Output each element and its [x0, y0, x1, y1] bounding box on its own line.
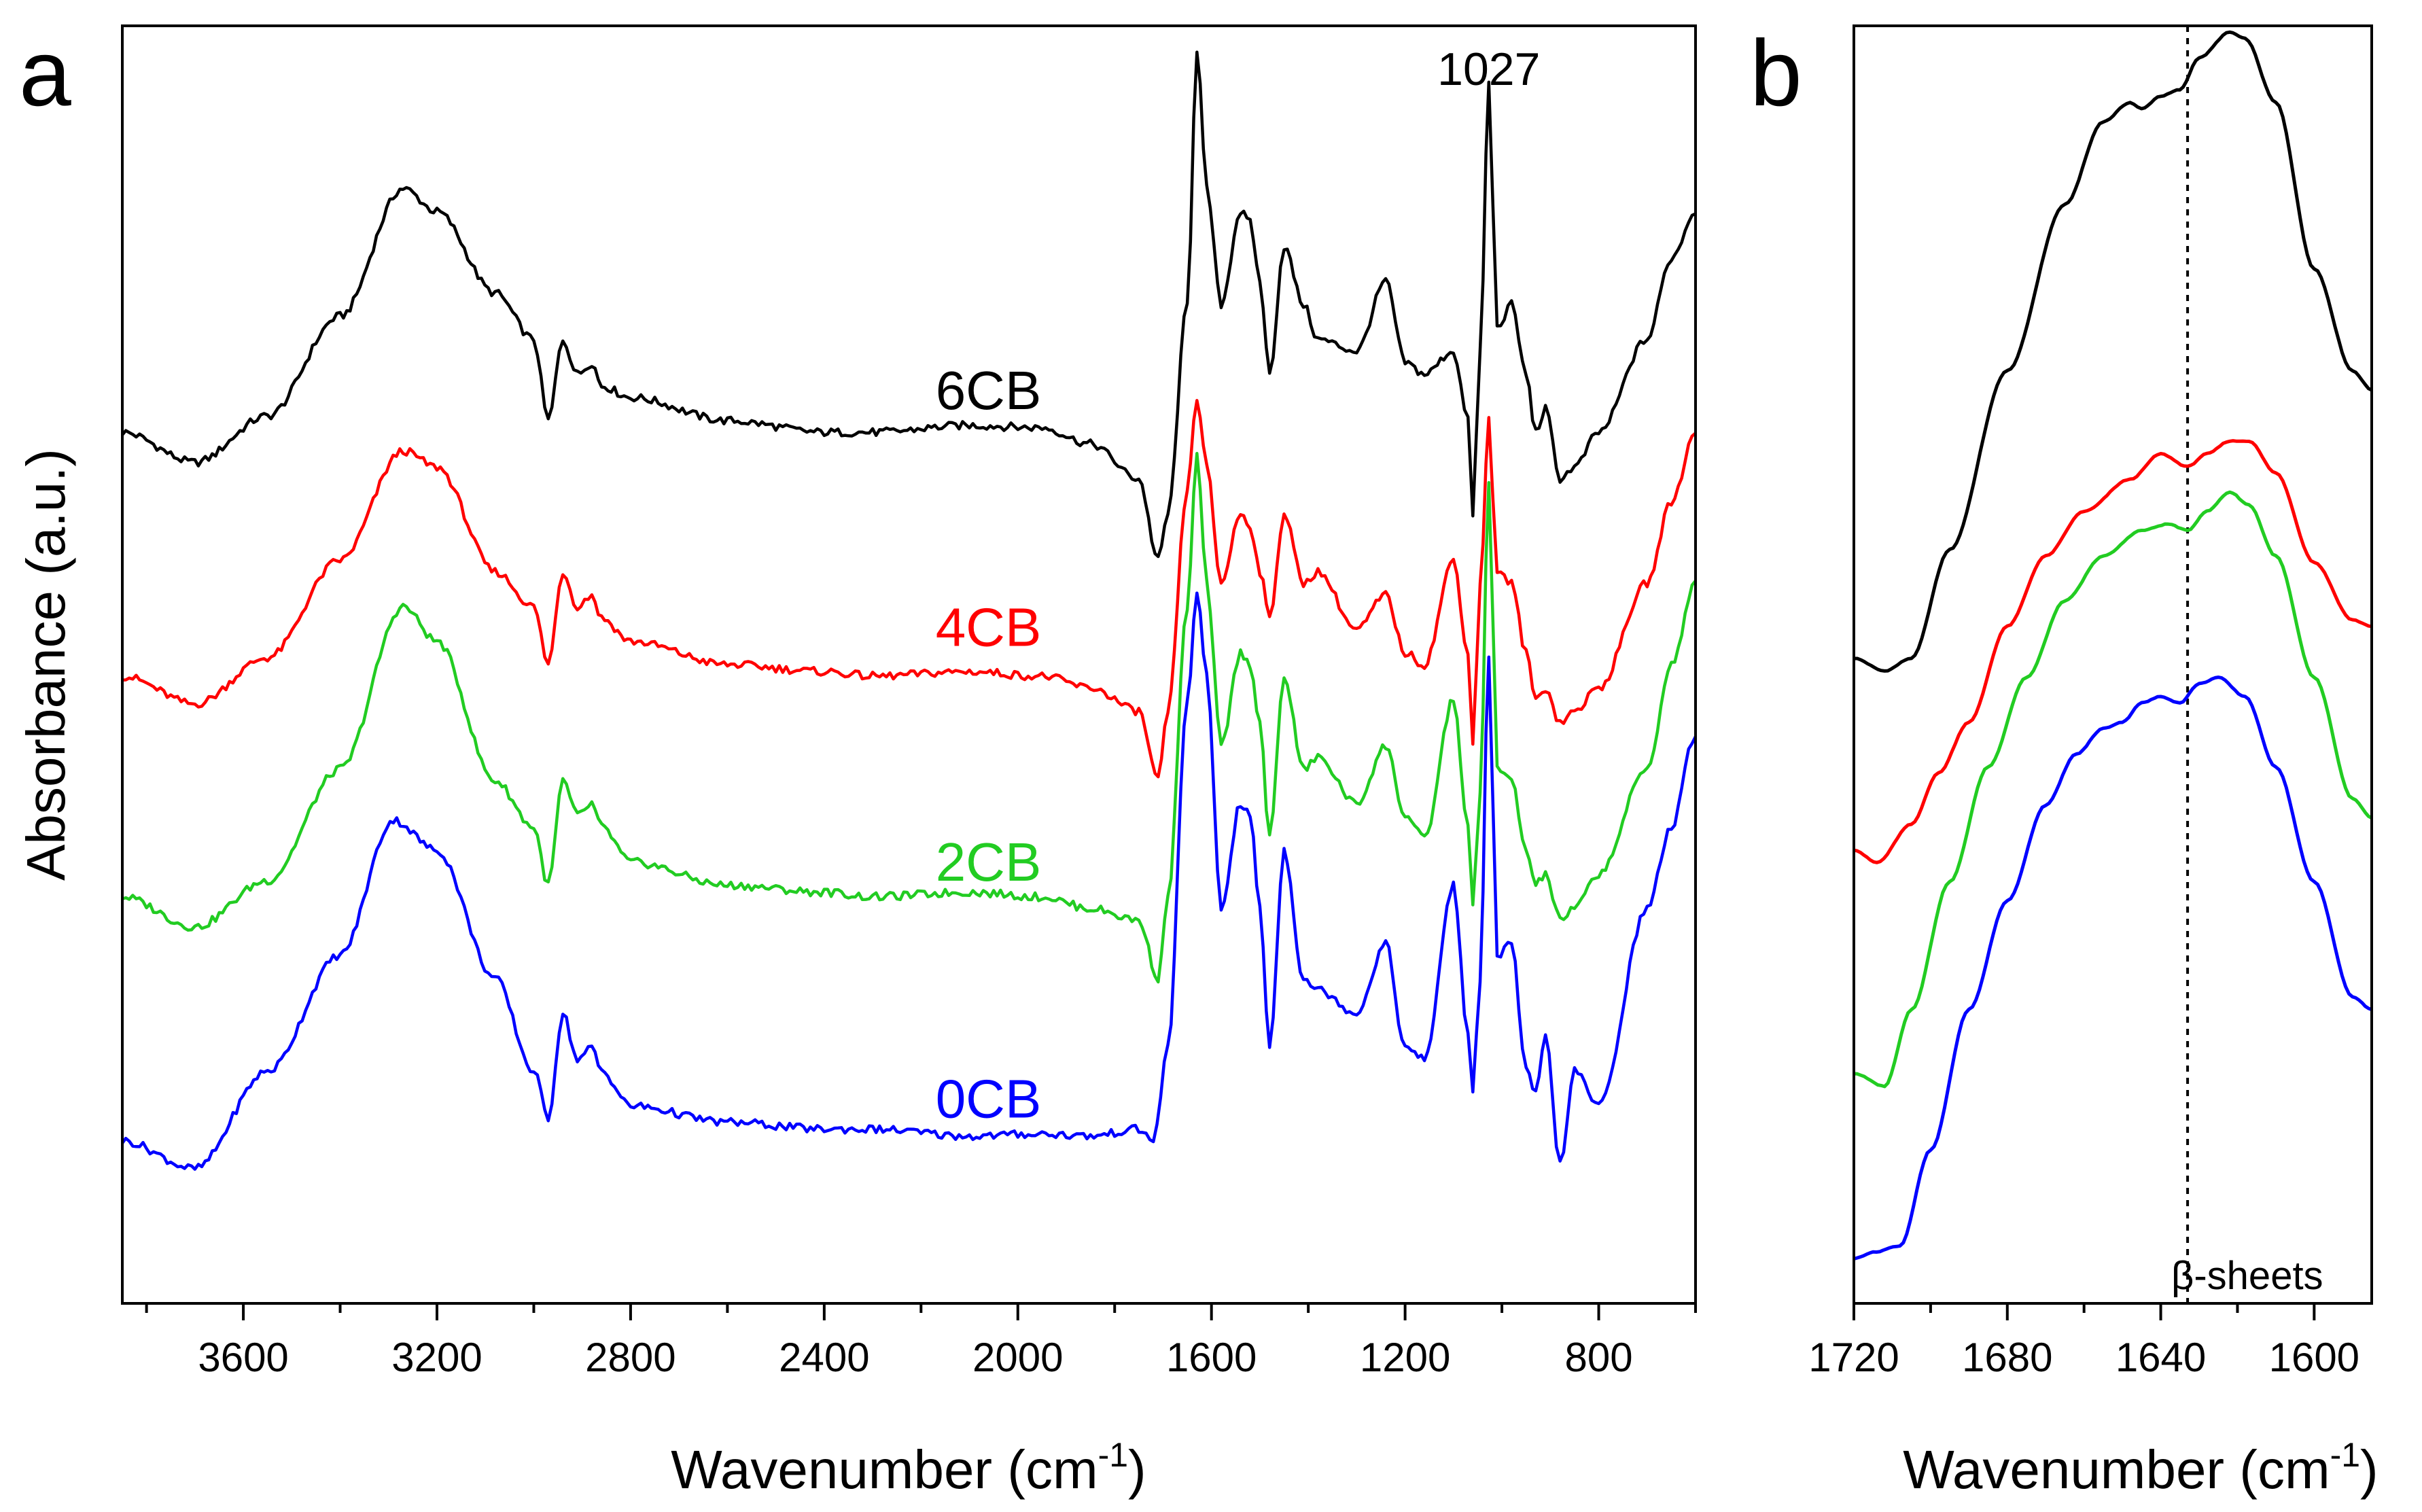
panel-a-x-tick-label-1600: 1600: [1166, 1335, 1257, 1380]
x-axis-label-close-b: ): [2360, 1439, 2379, 1500]
y-axis-label: Absorbance (a.u.): [16, 449, 76, 881]
panel-b-x-ticks: 1720 1680 1640 1600: [1808, 1303, 2359, 1380]
panel-a-series-label-6CB: 6CB: [936, 360, 1042, 421]
x-axis-label-text-b: Wavenumber (cm: [1903, 1439, 2330, 1500]
panel-b-x-tick-label-1720: 1720: [1808, 1335, 1899, 1380]
panel-b-series-0CB: [1853, 675, 2372, 1261]
panel-a-series-6CB: [121, 50, 1696, 559]
x-axis-label-superscript-b: -1: [2330, 1436, 2360, 1474]
panel-a-x-axis-label: Wavenumber (cm-1): [671, 1436, 1146, 1500]
panel-a-x-tick-label-3200: 3200: [391, 1335, 482, 1380]
panel-a-series-label-2CB: 2CB: [936, 832, 1042, 892]
panel-a-label: a: [19, 21, 71, 126]
panel-b-frame: [1853, 24, 2373, 1305]
panel-a-x-tick-label-2000: 2000: [972, 1335, 1063, 1380]
panel-a-x-tick-label-2400: 2400: [779, 1335, 869, 1380]
panel-a-series-2CB: [122, 451, 1697, 984]
x-axis-label-close: ): [1128, 1439, 1146, 1500]
panel-a-series-labels: 6CB 4CB 2CB 0CB: [936, 360, 1042, 1129]
x-axis-label-superscript: -1: [1098, 1436, 1128, 1474]
panel-b-label: b: [1750, 21, 1802, 126]
panel-a-x-tick-label-3600: 3600: [198, 1335, 288, 1380]
panel-a-x-tick-label-800: 800: [1564, 1335, 1632, 1380]
panel-a-series-4CB: [122, 399, 1697, 779]
panel-a-x-ticks: 3600 3200 2800 2400 2000 1600 1200 800: [145, 1303, 1697, 1380]
panel-a: 6CB 4CB 2CB 0CB 3600 3200 2800 2400 2000 1600 120…: [16, 21, 1698, 1500]
x-axis-label-text: Wavenumber (cm: [671, 1439, 1098, 1500]
panel-a-series-label-0CB: 0CB: [936, 1069, 1042, 1129]
panel-b-series-2CB: [1853, 490, 2373, 1089]
panel-a-x-tick-label-2800: 2800: [585, 1335, 675, 1380]
panel-a-series-0CB: [121, 591, 1698, 1171]
panel-b-x-axis-label: Wavenumber (cm-1): [1903, 1436, 2378, 1500]
panel-b-x-tick-label-1640: 1640: [2116, 1335, 2206, 1380]
panel-b: 1720 1680 1640 1600 b β-sheets Wavenumber (…: [1750, 21, 2379, 1500]
peak-annotation-1027: 1027: [1437, 43, 1540, 95]
panel-b-series-group: [1853, 30, 2373, 1261]
panel-b-x-tick-label-1680: 1680: [1962, 1335, 2052, 1380]
panel-a-series-group: [121, 50, 1698, 1171]
panel-a-frame: [121, 24, 1697, 1305]
panel-b-series-6CB: [1854, 30, 2373, 673]
panel-a-x-tick-label-1200: 1200: [1360, 1335, 1450, 1380]
panel-b-series-4CB: [1853, 439, 2372, 864]
beta-sheets-label: β-sheets: [2171, 1254, 2323, 1298]
panel-a-series-label-4CB: 4CB: [936, 597, 1042, 658]
panel-b-x-tick-label-1600: 1600: [2269, 1335, 2359, 1380]
